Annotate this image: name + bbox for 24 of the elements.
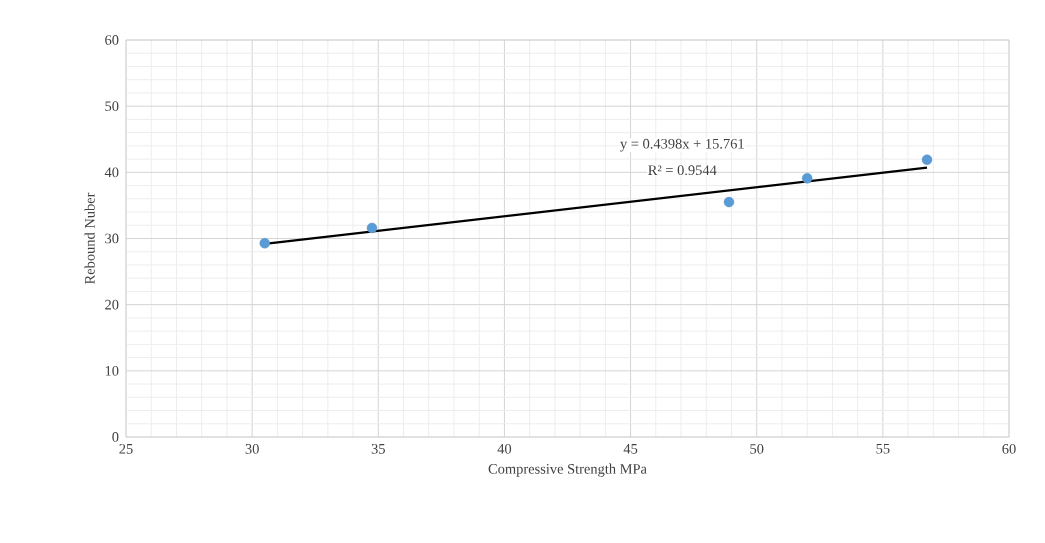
x-tick-label: 50 — [750, 444, 764, 454]
y-tick-label: 50 — [105, 101, 119, 112]
y-tick-label: 20 — [105, 299, 119, 310]
annotation: R² = 0.9544 — [648, 165, 717, 176]
x-tick-label: 30 — [245, 444, 259, 454]
y-tick-label: 10 — [105, 365, 119, 376]
point — [801, 173, 813, 184]
x-tick-label: 35 — [371, 444, 385, 454]
y-axis-title: Rebound Nuber — [84, 192, 95, 285]
x-tick-label: 60 — [1002, 444, 1016, 454]
point — [259, 237, 270, 249]
y-tick-label: 30 — [105, 233, 119, 244]
x-tick-label: 40 — [497, 444, 512, 454]
point — [366, 222, 378, 234]
point — [723, 196, 735, 208]
y-tick-label: 40 — [104, 167, 119, 178]
point — [921, 154, 933, 165]
x-tick-label: 45 — [623, 444, 638, 454]
x-axis-title: Compressive Strength MPa — [488, 463, 647, 477]
y-tick-label: 60 — [105, 35, 119, 45]
x-tick-label: 25 — [119, 444, 133, 454]
x-tick-label: 55 — [876, 444, 890, 454]
y-tick-label: 0 — [112, 432, 119, 442]
annotation: y = 0.4398x + 15.761 — [620, 138, 744, 152]
